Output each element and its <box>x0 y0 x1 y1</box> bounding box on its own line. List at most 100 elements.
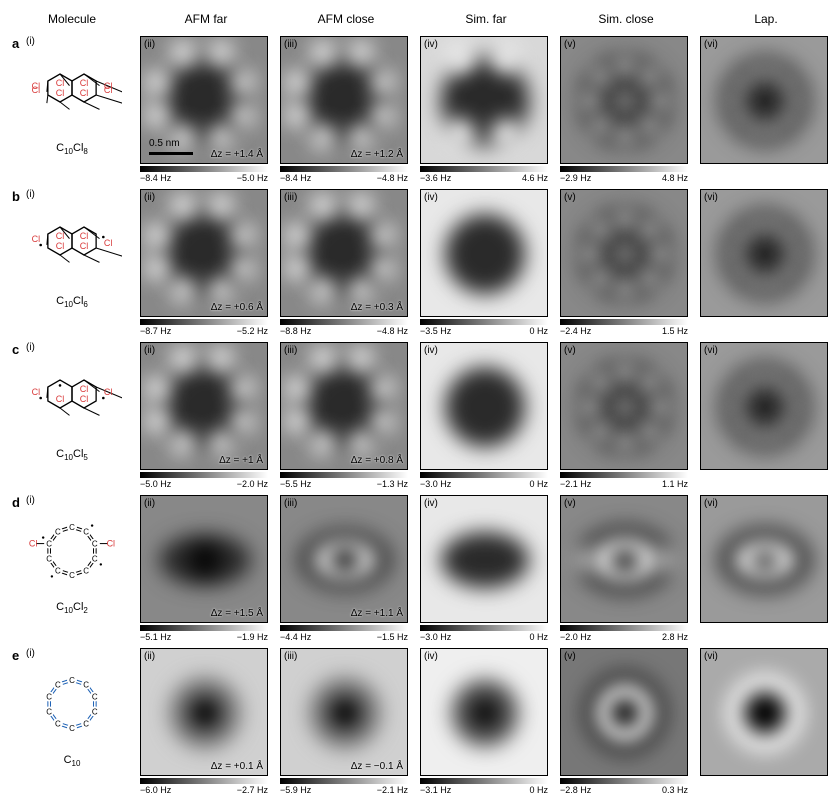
svg-text:Cl: Cl <box>32 81 41 91</box>
intensity-scale-bar <box>560 319 688 325</box>
image-cell: (v) −2.4 Hz1.5 Hz <box>560 189 692 336</box>
molecule-cell: c (i) ClClClClCl C10Cl5 <box>12 342 132 472</box>
intensity-scale-bar <box>140 778 268 784</box>
intensity-scale-labels: −2.0 Hz2.8 Hz <box>560 632 688 642</box>
svg-text:C: C <box>55 566 61 575</box>
delta-z-label: Δz = +1.4 Å <box>211 149 263 160</box>
microscopy-image: (vi) <box>700 36 828 164</box>
panel-index: (iv) <box>424 39 438 50</box>
intensity-scale-labels: −3.0 Hz0 Hz <box>420 479 548 489</box>
panel-index: (i) <box>26 648 35 659</box>
panel-index: (v) <box>564 192 576 203</box>
intensity-scale-labels: −5.0 Hz−2.0 Hz <box>140 479 268 489</box>
intensity-scale-bar <box>140 472 268 478</box>
panel-index: (iv) <box>424 498 438 509</box>
panel-index: (iii) <box>284 192 297 203</box>
svg-text:C: C <box>55 681 61 690</box>
image-cell: (iii)Δz = +0.3 Å−8.8 Hz−4.8 Hz <box>280 189 412 336</box>
svg-text:C: C <box>83 719 89 728</box>
molecule-diagram: CCCCCCCCCCClCl <box>22 509 122 599</box>
svg-text:C: C <box>46 707 52 716</box>
intensity-scale-bar <box>140 625 268 631</box>
intensity-scale-labels: −4.4 Hz−1.5 Hz <box>280 632 408 642</box>
molecule-cell: b (i) ClClClClClCl C10Cl6 <box>12 189 132 319</box>
intensity-scale-labels: −8.7 Hz−5.2 Hz <box>140 326 268 336</box>
svg-text:C: C <box>69 571 75 580</box>
svg-text:C: C <box>83 528 89 537</box>
image-cell: (v)−2.9 Hz4.8 Hz <box>560 36 692 183</box>
image-cell: (iii)Δz = −0.1 Å−5.9 Hz−2.1 Hz <box>280 648 412 795</box>
row-letter: c <box>12 342 19 357</box>
panel-index: (i) <box>26 189 35 200</box>
svg-text:C: C <box>46 693 52 702</box>
molecule-cell: e (i) CCCCCCCCCC C10 <box>12 648 132 778</box>
panel-index: (iv) <box>424 345 438 356</box>
delta-z-label: Δz = +0.3 Å <box>351 302 403 313</box>
intensity-scale-labels: −3.5 Hz0 Hz <box>420 326 548 336</box>
svg-text:Cl: Cl <box>56 231 65 241</box>
column-header: Lap. <box>700 12 831 30</box>
microscopy-image: (vi) <box>700 495 828 623</box>
svg-text:Cl: Cl <box>80 241 89 251</box>
molecule-formula: C10Cl5 <box>56 448 88 462</box>
image-cell: (iv)−3.6 Hz4.6 Hz <box>420 36 552 183</box>
molecule-diagram: ClClClClCl <box>22 356 122 446</box>
microscopy-image: (iii)Δz = +1.2 Å <box>280 36 408 164</box>
microscopy-image: (iv) <box>420 648 548 776</box>
intensity-scale-labels: −2.1 Hz1.1 Hz <box>560 479 688 489</box>
intensity-scale-bar <box>420 319 548 325</box>
molecule-formula: C10Cl6 <box>56 295 88 309</box>
image-cell: (vi) <box>700 36 831 164</box>
row-letter: e <box>12 648 19 663</box>
image-cell: (ii)0.5 nmΔz = +1.4 Å−8.4 Hz−5.0 Hz <box>140 36 272 183</box>
row-letter: b <box>12 189 20 204</box>
intensity-scale-labels: −3.1 Hz0 Hz <box>420 785 548 795</box>
microscopy-image: (ii)Δz = +0.6 Å <box>140 189 268 317</box>
delta-z-label: Δz = +1.2 Å <box>351 149 403 160</box>
svg-text:Cl: Cl <box>80 231 89 241</box>
molecule-formula: C10 <box>64 754 81 768</box>
microscopy-image: (ii)Δz = +1 Å <box>140 342 268 470</box>
molecule-diagram: ClClClClClClClCl <box>22 50 122 140</box>
delta-z-label: Δz = +0.6 Å <box>211 302 263 313</box>
intensity-scale-bar <box>420 625 548 631</box>
intensity-scale-labels: −5.5 Hz−1.3 Hz <box>280 479 408 489</box>
svg-text:Cl: Cl <box>56 78 65 88</box>
intensity-scale-labels: −2.4 Hz1.5 Hz <box>560 326 688 336</box>
image-cell: (ii)Δz = +1 Å −5.0 Hz−2.0 Hz <box>140 342 272 489</box>
svg-text:C: C <box>55 528 61 537</box>
intensity-scale-bar <box>140 319 268 325</box>
image-cell: (vi) <box>700 342 831 470</box>
svg-text:Cl: Cl <box>56 394 65 404</box>
intensity-scale-labels: −5.9 Hz−2.1 Hz <box>280 785 408 795</box>
intensity-scale-bar <box>560 166 688 172</box>
svg-text:C: C <box>92 693 98 702</box>
column-header: AFM close <box>280 12 412 30</box>
svg-text:Cl: Cl <box>107 539 116 549</box>
intensity-scale-bar <box>280 625 408 631</box>
microscopy-image: (iv) <box>420 189 548 317</box>
panel-index: (i) <box>26 342 35 353</box>
molecule-diagram: CCCCCCCCCC <box>22 662 122 752</box>
molecule-cell: a (i) ClClClClClClClCl C10Cl8 <box>12 36 132 166</box>
image-cell: (iii)Δz = +1.1 Å−4.4 Hz−1.5 Hz <box>280 495 412 642</box>
image-cell: (iv) −3.1 Hz0 Hz <box>420 648 552 795</box>
column-header: Sim. close <box>560 12 692 30</box>
image-cell: (v)−2.0 Hz2.8 Hz <box>560 495 692 642</box>
panel-index: (iii) <box>284 345 297 356</box>
panel-index: (iii) <box>284 651 297 662</box>
molecule-diagram: ClClClClClCl <box>22 203 122 293</box>
panel-index: (ii) <box>144 39 155 50</box>
panel-index: (iv) <box>424 651 438 662</box>
image-cell: (iv)−3.0 Hz0 Hz <box>420 495 552 642</box>
panel-index: (i) <box>26 495 35 506</box>
delta-z-label: Δz = +1.5 Å <box>211 608 263 619</box>
delta-z-label: Δz = +0.1 Å <box>211 761 263 772</box>
image-cell: (v) −2.1 Hz1.1 Hz <box>560 342 692 489</box>
svg-text:C: C <box>92 707 98 716</box>
microscopy-image: (v) <box>560 648 688 776</box>
svg-text:Cl: Cl <box>80 384 89 394</box>
microscopy-image: (v) <box>560 342 688 470</box>
image-cell: (ii)Δz = +0.1 Å−6.0 Hz−2.7 Hz <box>140 648 272 795</box>
image-cell: (vi) <box>700 189 831 317</box>
